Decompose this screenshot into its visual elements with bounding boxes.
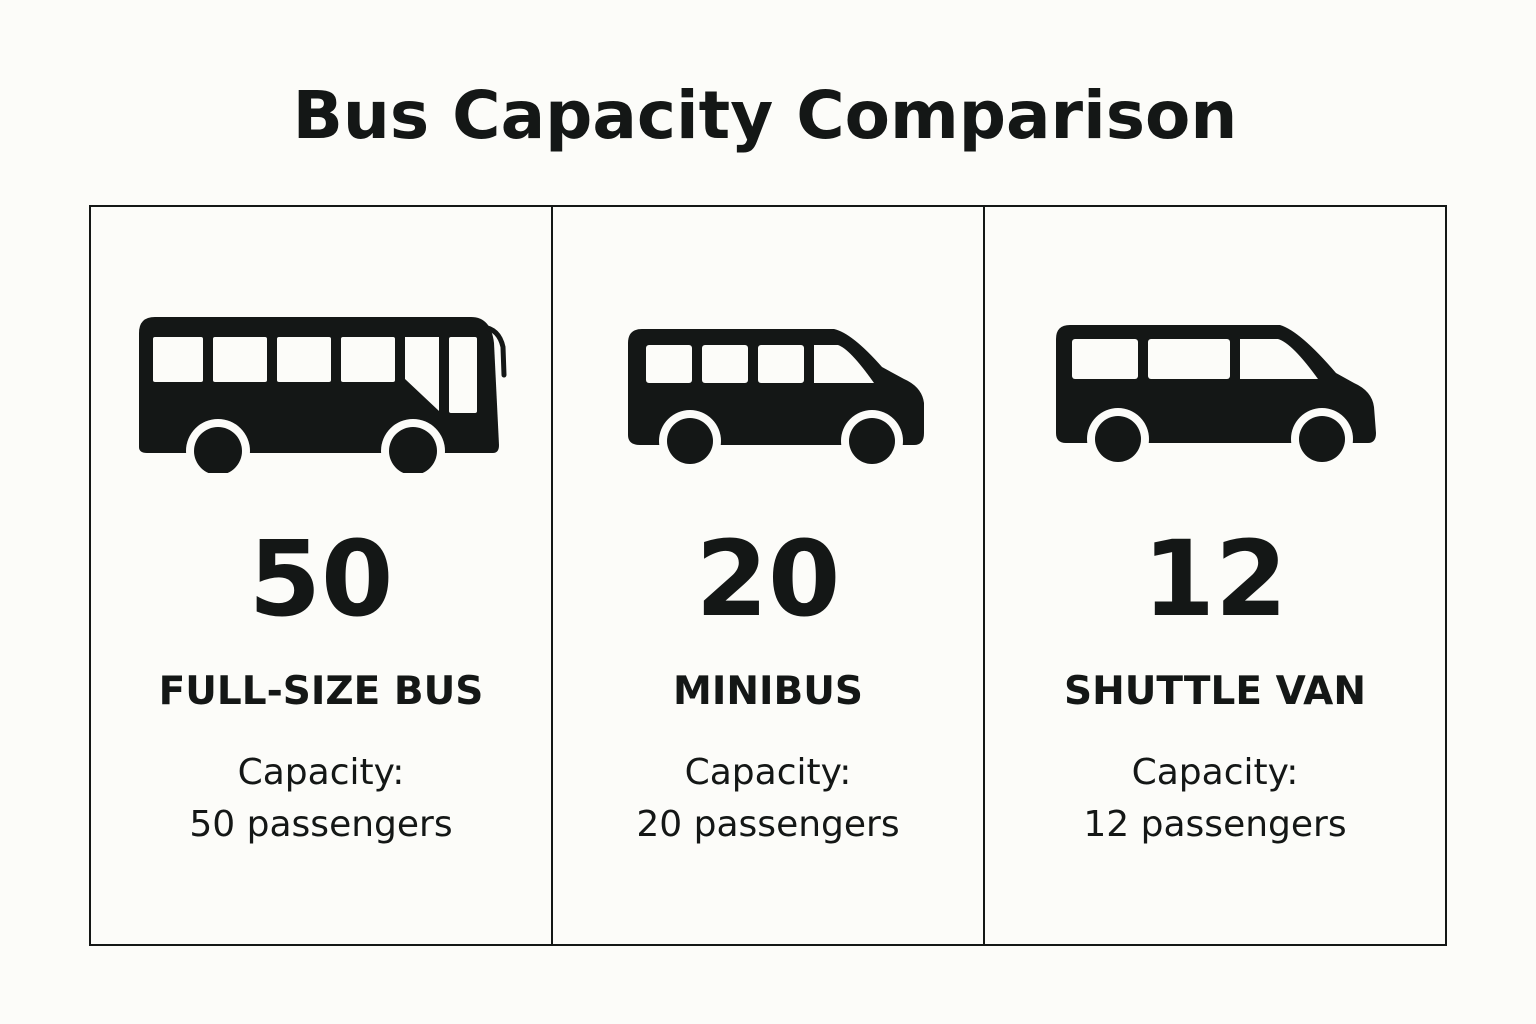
capacity-label: Capacity: <box>237 752 405 793</box>
capacity-number: 50 <box>248 518 394 640</box>
vehicle-card-minibus: 20 MINIBUS Capacity: 20 passengers <box>553 207 985 944</box>
vehicle-card-full-size-bus: 50 FULL-SIZE BUS Capacity: 50 passengers <box>91 207 553 944</box>
vehicle-name: FULL-SIZE BUS <box>158 669 484 714</box>
vehicle-card-shuttle-van: 12 SHUTTLE VAN Capacity: 12 passengers <box>985 207 1445 944</box>
capacity-value: 50 passengers <box>189 804 453 845</box>
capacity-label: Capacity: <box>684 752 852 793</box>
capacity-number: 20 <box>695 518 841 640</box>
shuttle-van-icon <box>985 303 1445 473</box>
capacity-number: 12 <box>1142 518 1288 640</box>
minibus-icon <box>553 303 983 473</box>
capacity-label: Capacity: <box>1131 752 1299 793</box>
vehicle-name: MINIBUS <box>673 669 863 714</box>
full-size-bus-icon <box>91 303 551 473</box>
comparison-grid: 50 FULL-SIZE BUS Capacity: 50 passengers… <box>89 205 1447 946</box>
vehicle-name: SHUTTLE VAN <box>1064 669 1366 714</box>
capacity-value: 20 passengers <box>636 804 900 845</box>
capacity-value: 12 passengers <box>1083 804 1347 845</box>
page-title: Bus Capacity Comparison <box>292 77 1238 154</box>
